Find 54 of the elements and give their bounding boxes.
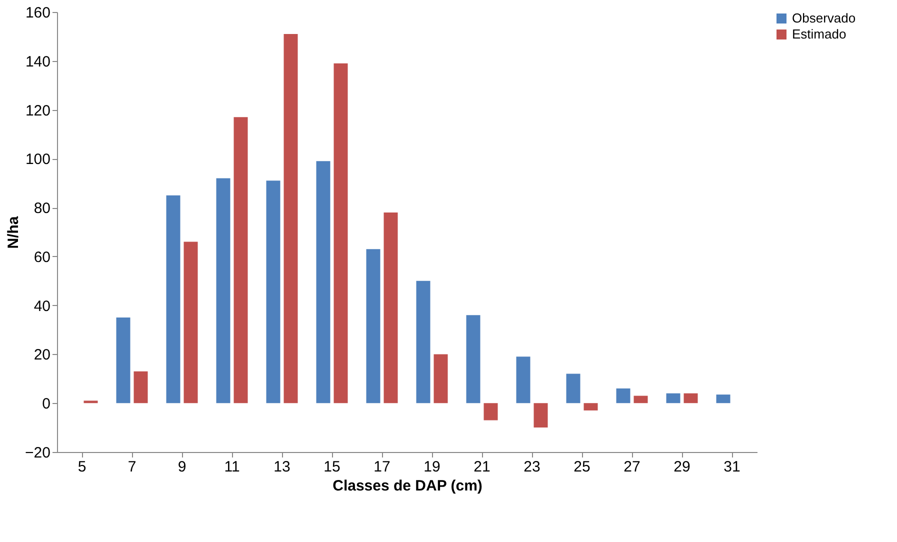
y-tick-label: 80 — [34, 200, 50, 218]
x-tick-label: 13 — [274, 458, 290, 476]
bar — [484, 403, 498, 420]
x-tick-label: 9 — [178, 458, 186, 476]
bar — [166, 195, 180, 404]
x-tick-label: 11 — [224, 458, 240, 476]
y-tick-label: 160 — [25, 4, 50, 22]
x-tick-label: 29 — [674, 458, 690, 476]
y-tick-label: 100 — [25, 151, 50, 168]
bar — [284, 34, 298, 404]
bar — [666, 393, 680, 404]
bar — [634, 396, 648, 404]
x-tick-label: 15 — [324, 458, 340, 476]
y-tick-label: 40 — [34, 298, 50, 315]
bar — [716, 394, 730, 404]
bar — [684, 393, 698, 404]
legend-label: Observado — [792, 10, 856, 26]
bar — [266, 180, 280, 404]
x-tick-label: 21 — [474, 458, 490, 476]
bar — [616, 388, 630, 404]
x-tick-label: 23 — [524, 458, 540, 476]
bar — [466, 315, 480, 404]
y-tick-label: 0 — [42, 396, 50, 413]
bar — [516, 356, 530, 404]
bar — [216, 178, 230, 404]
bar — [416, 280, 430, 404]
x-axis-title: Classes de DAP (cm) — [332, 478, 482, 494]
x-tick-label: 17 — [374, 458, 390, 476]
bar — [366, 249, 380, 404]
x-tick-label: 27 — [624, 458, 640, 476]
legend-label: Estimado — [792, 26, 846, 42]
bar — [334, 63, 348, 404]
bar — [84, 400, 98, 404]
bar — [584, 403, 598, 410]
bar — [566, 374, 580, 404]
bar — [134, 371, 148, 404]
y-tick-label: 120 — [25, 102, 50, 120]
y-axis-title: N/ha — [5, 216, 22, 249]
x-tick-label: 25 — [574, 458, 590, 476]
y-tick-label: −20 — [25, 444, 50, 462]
bar — [316, 161, 330, 404]
y-tick-label: 60 — [34, 248, 50, 266]
x-tick-label: 7 — [128, 458, 136, 476]
y-tick-label: 140 — [25, 53, 50, 70]
bar — [234, 117, 248, 404]
bar — [116, 318, 130, 404]
x-tick-label: 31 — [724, 458, 740, 476]
x-tick-label: 5 — [78, 458, 86, 476]
bar — [534, 403, 548, 428]
y-tick-label: 20 — [34, 346, 50, 364]
bar — [184, 242, 198, 404]
bar — [434, 354, 448, 404]
x-tick-label: 19 — [424, 458, 440, 476]
bar — [384, 212, 398, 404]
